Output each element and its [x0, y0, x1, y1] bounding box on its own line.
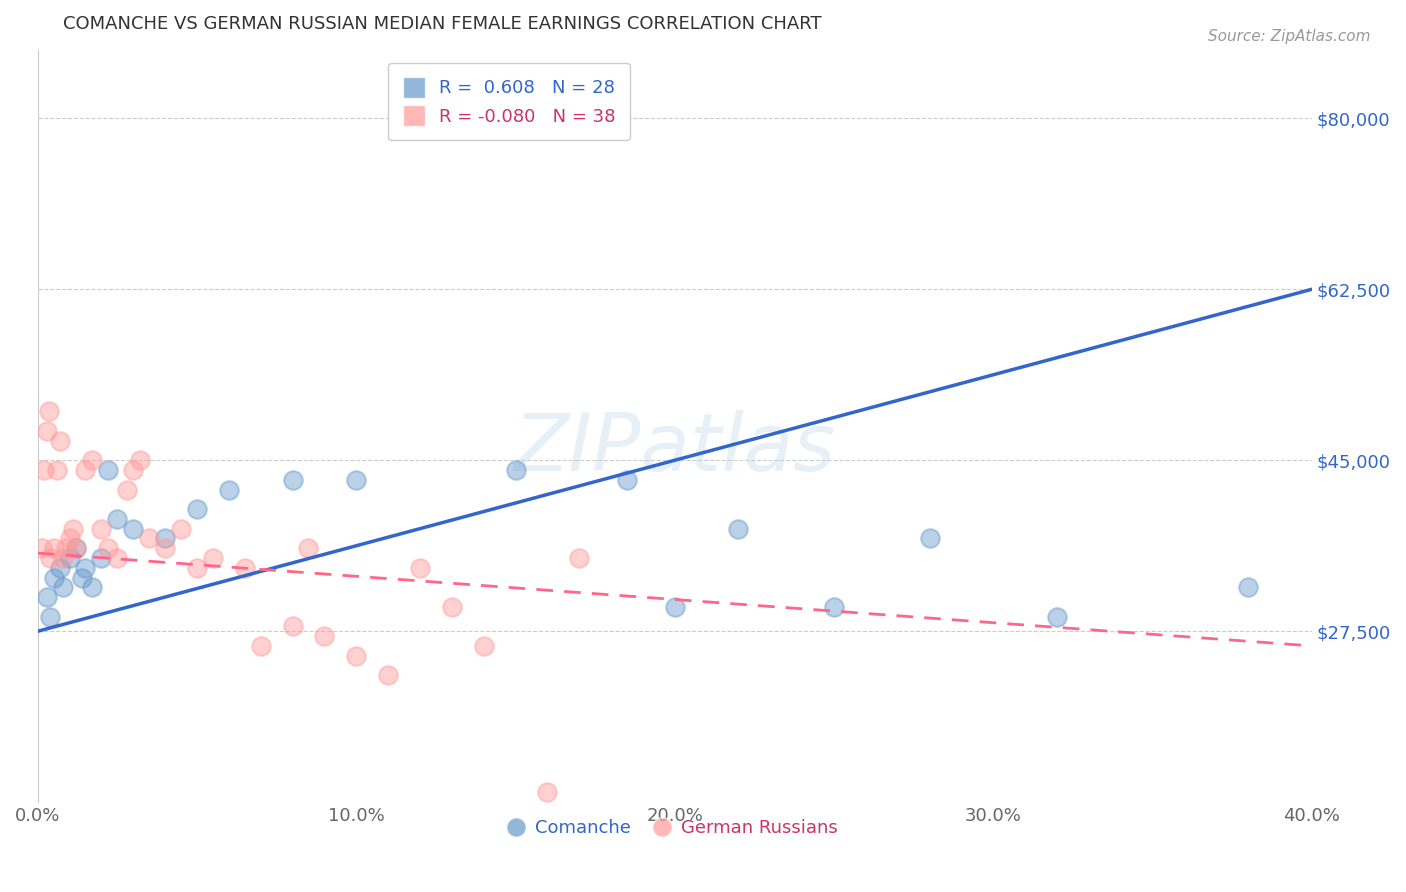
Point [664, 599, 686, 614]
Point [58, 551, 80, 566]
Point [138, 532, 160, 546]
Point [105, 551, 128, 566]
Point [281, 619, 304, 633]
Point [75, 560, 97, 574]
Point [32, 463, 55, 477]
Point [122, 463, 145, 477]
Point [377, 668, 399, 682]
Point [80, 453, 103, 467]
Point [153, 532, 176, 546]
Point [440, 599, 463, 614]
Point [65, 541, 87, 556]
Point [39, 551, 62, 566]
Point [344, 648, 367, 663]
Point [186, 560, 208, 574]
Point [49, 434, 72, 448]
Point [505, 463, 527, 477]
Point [153, 541, 176, 556]
Text: Source: ZipAtlas.com: Source: ZipAtlas.com [1208, 29, 1371, 44]
Point [75, 463, 97, 477]
Point [42, 570, 65, 584]
Point [186, 502, 208, 516]
Point [80, 580, 103, 594]
Point [314, 629, 336, 643]
Point [823, 599, 845, 614]
Point [105, 512, 128, 526]
Point [38, 404, 60, 418]
Point [616, 473, 638, 487]
Point [249, 639, 271, 653]
Point [536, 785, 558, 799]
Point [128, 453, 150, 467]
Point [52, 551, 75, 566]
Point [409, 560, 432, 574]
Point [297, 541, 319, 556]
Point [568, 112, 591, 126]
Point [97, 463, 120, 477]
Point [233, 560, 256, 574]
Point [115, 483, 138, 497]
Point [281, 473, 304, 487]
Point [122, 522, 145, 536]
Point [344, 473, 367, 487]
Point [49, 560, 72, 574]
Point [90, 522, 112, 536]
Text: ZIPatlas: ZIPatlas [513, 409, 835, 488]
Point [97, 541, 120, 556]
Point [472, 639, 495, 653]
Point [52, 580, 75, 594]
Legend: Comanche, German Russians: Comanche, German Russians [502, 810, 848, 846]
Point [37, 590, 59, 604]
Point [170, 522, 193, 536]
Point [39, 609, 62, 624]
Point [45, 463, 67, 477]
Point [55, 541, 77, 556]
Point [201, 551, 224, 566]
Point [31, 541, 53, 556]
Point [1046, 609, 1069, 624]
Text: COMANCHE VS GERMAN RUSSIAN MEDIAN FEMALE EARNINGS CORRELATION CHART: COMANCHE VS GERMAN RUSSIAN MEDIAN FEMALE… [63, 15, 821, 33]
Point [727, 522, 749, 536]
Point [37, 424, 59, 438]
Point [72, 570, 94, 584]
Point [58, 532, 80, 546]
Point [568, 551, 591, 566]
Point [62, 522, 84, 536]
Point [918, 532, 941, 546]
Point [90, 551, 112, 566]
Point [1237, 580, 1260, 594]
Point [42, 541, 65, 556]
Point [218, 483, 240, 497]
Point [65, 541, 87, 556]
